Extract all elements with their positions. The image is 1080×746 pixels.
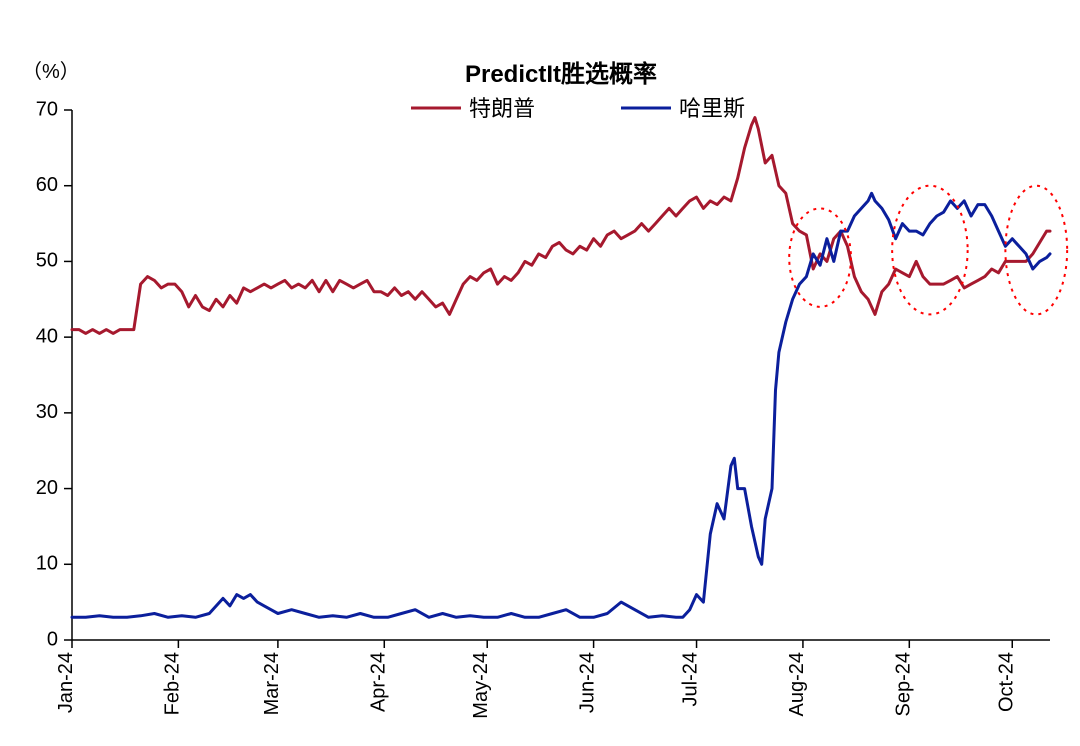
x-tick-label: Mar-24 (261, 652, 283, 715)
y-tick-label: 0 (47, 628, 58, 650)
y-tick-label: 50 (36, 250, 58, 272)
y-tick-label: 70 (36, 98, 58, 120)
y-tick-label: 60 (36, 174, 58, 196)
x-tick-label: Jul-24 (680, 652, 702, 706)
legend-label-1: 特朗普 (469, 96, 535, 121)
x-tick-label: Apr-24 (367, 652, 389, 712)
x-tick-label: Jun-24 (577, 652, 599, 713)
x-tick-label: Feb-24 (161, 652, 183, 715)
y-tick-label: 30 (36, 401, 58, 423)
x-tick-label: Sep-24 (892, 652, 914, 717)
chart-svg: 0 10 20 30 40 50 60 70 Jan-24 Feb-24 Mar-24 Apr-24 M… (0, 0, 1080, 746)
x-tick-label: Jan-24 (55, 652, 77, 713)
x-tick-label: Aug-24 (786, 652, 808, 717)
chart-container: 0 10 20 30 40 50 60 70 Jan-24 Feb-24 Mar-24 Apr-24 M… (0, 0, 1080, 746)
y-tick-label: 10 (36, 553, 58, 575)
chart-title: PredictIt胜选概率 (465, 60, 657, 88)
y-tick-label: 20 (36, 477, 58, 499)
x-tick-label: May-24 (470, 652, 492, 719)
x-tick-label: Oct-24 (995, 652, 1017, 712)
y-tick-label: 40 (36, 325, 58, 347)
legend-label-2: 哈里斯 (679, 96, 745, 121)
y-unit-label: （%） (22, 60, 80, 83)
